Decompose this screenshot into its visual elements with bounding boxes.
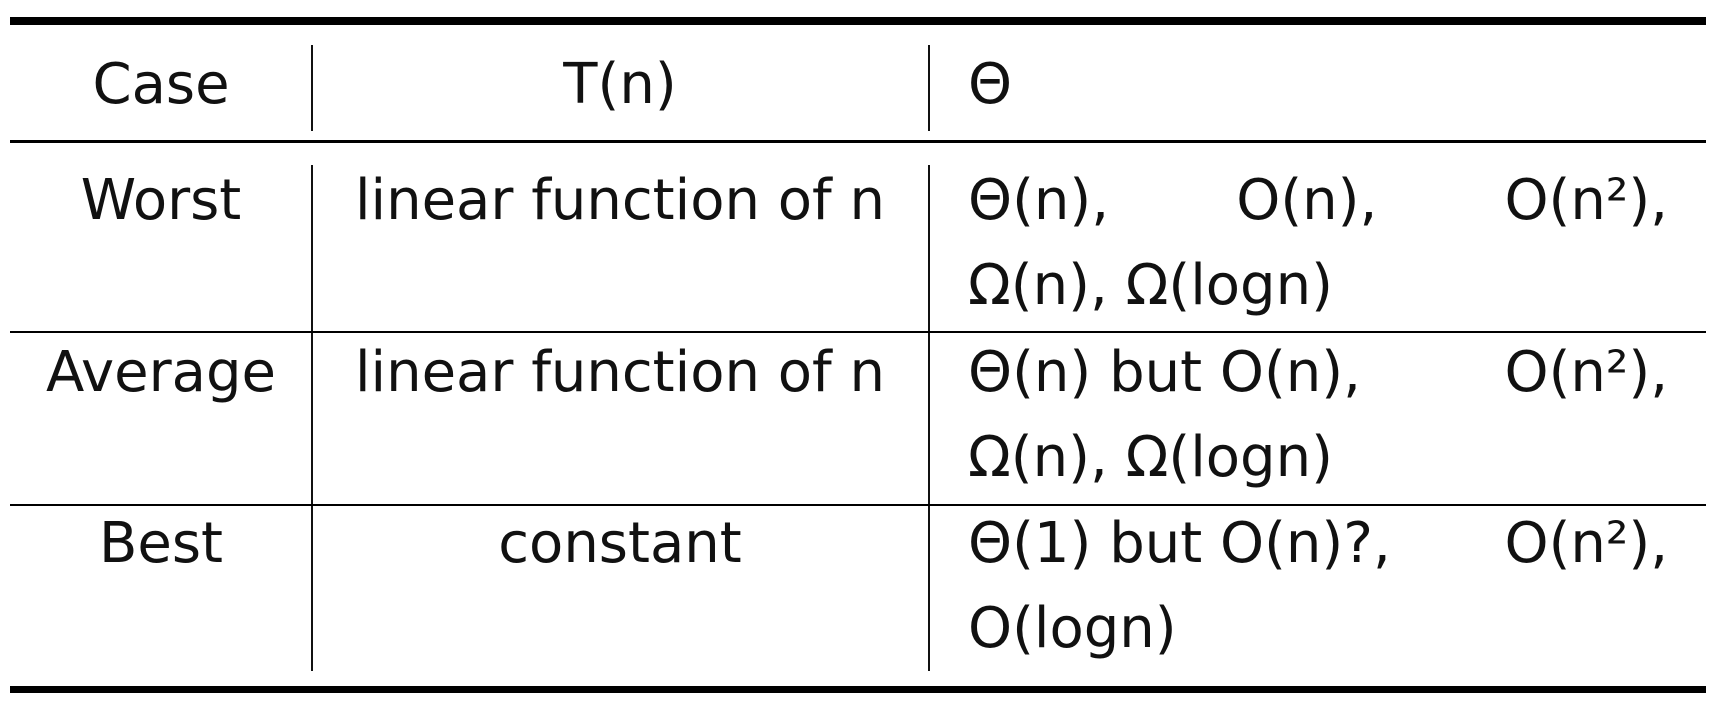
- column-divider: [311, 165, 313, 331]
- theta-term: O(n²),: [1504, 511, 1668, 576]
- row-divider: [10, 331, 1706, 333]
- row-average-tn: linear function of n: [354, 340, 886, 405]
- theta-line-2: Ω(n), Ω(logn): [968, 425, 1333, 490]
- theta-term: O(n²),: [1504, 168, 1668, 233]
- header-case: Case: [92, 52, 230, 117]
- header-tn: T(n): [563, 52, 677, 117]
- row-best-theta: Θ(1) but O(n)?, O(n²), O(logn): [968, 511, 1668, 657]
- theta-term: O(n²),: [1504, 340, 1668, 405]
- row-best-tn: constant: [498, 511, 742, 576]
- row-worst-tn: linear function of n: [354, 168, 886, 233]
- table-bottom-rule: [10, 686, 1706, 693]
- theta-line-2: O(logn): [968, 596, 1177, 661]
- row-worst-theta: Θ(n), O(n), O(n²), Ω(n), Ω(logn): [968, 168, 1668, 314]
- theta-term: O(n),: [1236, 168, 1378, 233]
- row-worst-case: Worst: [80, 168, 242, 233]
- row-best-case: Best: [98, 511, 223, 576]
- column-divider: [928, 506, 930, 671]
- row-average-case: Average: [46, 340, 276, 405]
- column-divider: [311, 333, 313, 504]
- header-theta: Θ: [968, 52, 1013, 117]
- column-divider: [928, 333, 930, 504]
- theta-term: Θ(1) but O(n)?,: [968, 511, 1391, 576]
- header-rule: [10, 140, 1706, 143]
- table-top-rule: [10, 17, 1706, 25]
- row-average-theta: Θ(n) but O(n), O(n²), Ω(n), Ω(logn): [968, 340, 1668, 486]
- theta-line-2: Ω(n), Ω(logn): [968, 253, 1333, 318]
- column-divider: [928, 165, 930, 331]
- column-divider: [311, 45, 313, 131]
- theta-term: Θ(n),: [968, 168, 1110, 233]
- column-divider: [928, 45, 930, 131]
- column-divider: [311, 506, 313, 671]
- row-divider: [10, 504, 1706, 506]
- theta-term: Θ(n) but O(n),: [968, 340, 1361, 405]
